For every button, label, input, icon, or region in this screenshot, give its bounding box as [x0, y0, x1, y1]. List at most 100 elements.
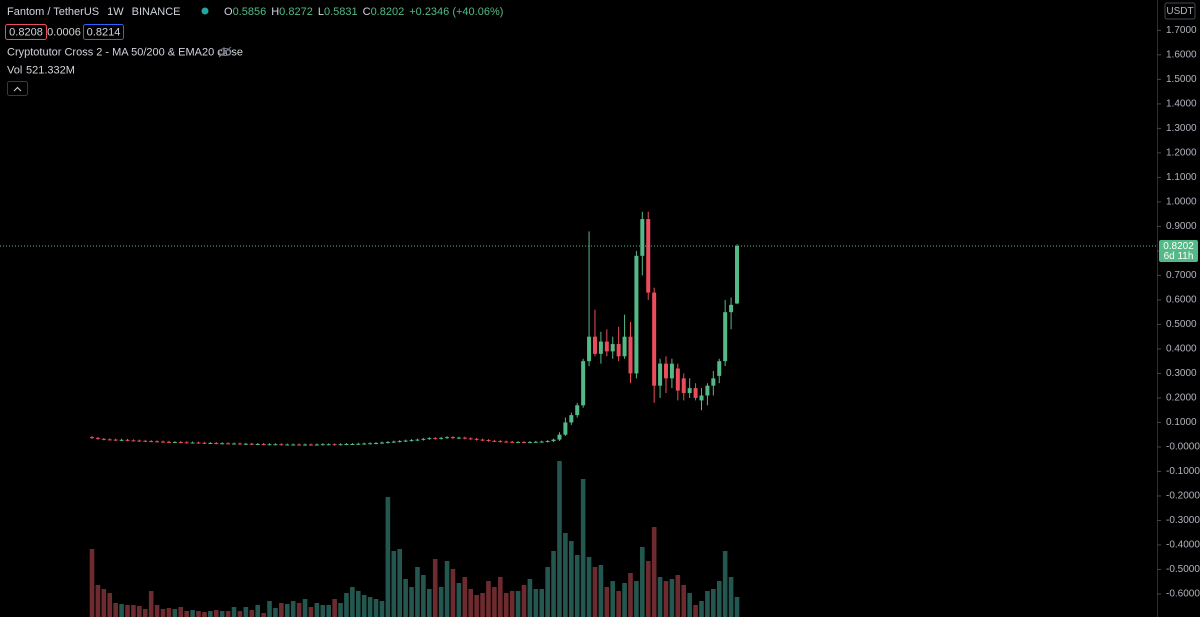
bid[interactable]: 0.8208	[9, 26, 43, 38]
candle-body	[101, 438, 106, 440]
volume-bar	[557, 461, 562, 617]
candle-body	[468, 438, 473, 440]
volume-bar	[172, 609, 178, 617]
candle-body	[569, 415, 574, 423]
volume-bar	[367, 597, 373, 617]
volume-bar	[403, 579, 408, 617]
candle-body	[237, 443, 242, 445]
candle-body	[705, 385, 710, 396]
volume-bar	[468, 589, 474, 617]
countdown: 6d 11h	[1164, 251, 1194, 262]
candles	[90, 211, 739, 446]
candle-body	[699, 395, 704, 401]
y-tick-label: 1.7000	[1166, 25, 1197, 36]
volume-bar	[131, 605, 136, 617]
volume-bar	[421, 575, 426, 617]
volume-bar	[344, 593, 349, 617]
volume-bar	[125, 605, 130, 617]
volume-bar	[113, 603, 118, 617]
candle-body	[693, 388, 698, 398]
y-tick-label: -0.2000	[1166, 491, 1200, 502]
candle-body	[196, 442, 201, 444]
volume-bar	[225, 611, 231, 617]
buy-box[interactable]	[83, 24, 124, 40]
candle-body	[149, 441, 154, 443]
ohlc-label: C	[363, 6, 371, 18]
candle-body	[267, 444, 272, 446]
candle-body	[297, 444, 302, 446]
candle-body	[255, 444, 260, 446]
volume-bar	[308, 607, 314, 617]
candle-body	[214, 443, 219, 445]
candle-body	[575, 405, 580, 416]
candle-body	[516, 442, 521, 444]
volume-bar	[509, 591, 515, 617]
header: Fantom / TetherUS 1W BINANCE	[7, 6, 181, 18]
volume-bar	[693, 605, 698, 617]
y-tick-label: 0.5000	[1166, 319, 1197, 330]
y-tick-label: 1.3000	[1166, 123, 1197, 134]
volume-bar	[604, 587, 610, 617]
volume-bar	[154, 605, 160, 617]
volume-bar	[397, 549, 403, 617]
sell-box[interactable]	[5, 24, 47, 40]
candle-body	[504, 441, 509, 443]
candle-body	[450, 437, 455, 439]
volume-bar	[645, 561, 651, 617]
candle-body	[563, 422, 568, 435]
volume-bar	[456, 583, 462, 617]
volume-bar	[640, 547, 645, 617]
volume-bar	[89, 549, 95, 617]
ask[interactable]: 0.8214	[87, 26, 121, 38]
candle-body	[291, 444, 296, 446]
eye-icon[interactable]	[218, 46, 232, 58]
candle-body	[368, 443, 373, 445]
candle-body	[527, 442, 532, 444]
volume-bar	[716, 581, 722, 617]
volume-bar	[160, 609, 166, 617]
volume-bar	[598, 565, 604, 617]
volume-bar	[415, 567, 420, 617]
volume-bar	[213, 610, 219, 617]
candle-body	[397, 441, 402, 443]
volume-bar	[332, 599, 337, 617]
candle-body	[492, 440, 497, 442]
candle-body	[172, 442, 177, 444]
y-tick-label: 1.4000	[1166, 99, 1197, 110]
volume-bar	[675, 575, 681, 617]
volume-bar	[533, 589, 539, 617]
y-tick-label: 0.9000	[1166, 221, 1197, 232]
volume-bar	[409, 587, 414, 617]
candle-body	[208, 443, 213, 445]
candle-body	[640, 219, 645, 256]
candle-body	[374, 443, 379, 445]
volume-bar	[296, 603, 302, 617]
candle-body	[344, 444, 349, 446]
candle-body	[131, 440, 136, 442]
candle-body	[622, 336, 627, 357]
volume-bar	[610, 581, 616, 617]
exchange: BINANCE	[132, 6, 181, 18]
volume-bar	[379, 601, 385, 617]
volume-bar	[107, 593, 113, 617]
candle-body	[587, 336, 592, 362]
currency-box[interactable]	[1164, 2, 1196, 20]
candle-body	[326, 444, 331, 446]
candle-body	[539, 441, 544, 443]
volume-bar	[438, 587, 444, 617]
candle-body	[711, 378, 716, 386]
collapse-button[interactable]	[7, 81, 28, 96]
volume-bar	[302, 599, 308, 617]
y-tick-label: -0.1000	[1166, 466, 1200, 477]
volume-bar	[350, 587, 355, 617]
candle-body	[350, 444, 355, 446]
volume-bar	[255, 605, 260, 617]
volume-bar	[616, 591, 621, 617]
volume-bars	[89, 461, 740, 617]
candle-body	[533, 441, 538, 443]
candle-body	[439, 437, 444, 439]
change: +0.2346 (+40.06%)	[409, 6, 503, 18]
candle-body	[243, 443, 248, 445]
volume-bar	[196, 611, 201, 617]
volume-bar	[734, 596, 740, 617]
